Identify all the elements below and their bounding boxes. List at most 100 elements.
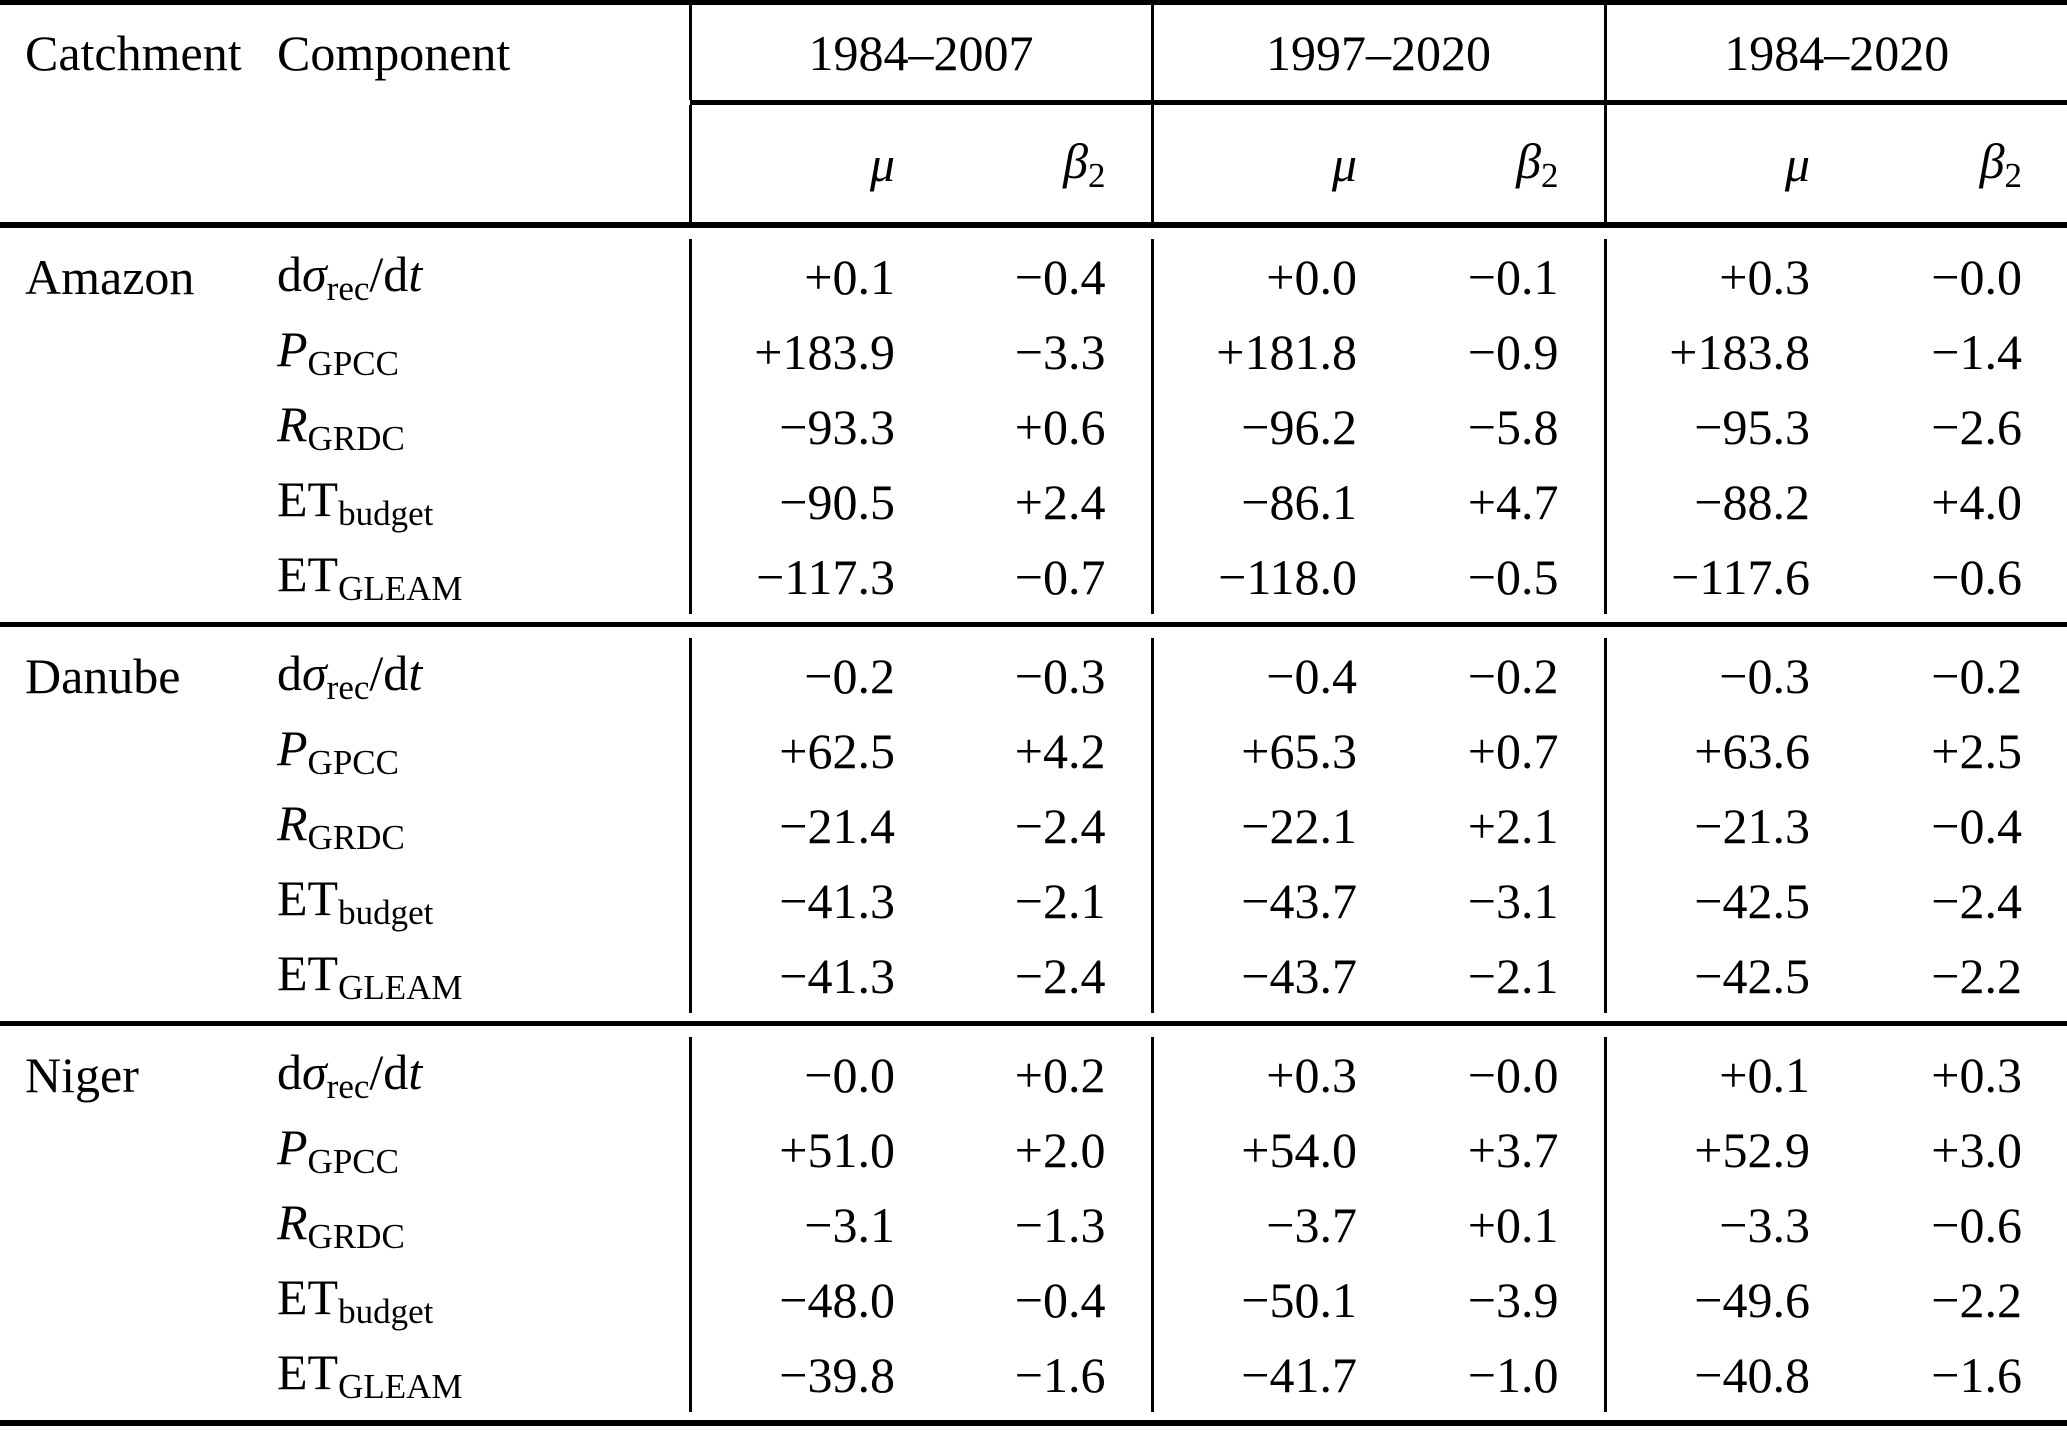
value-cell: +0.3 [1150, 1037, 1402, 1112]
data-row-danube-4: ETGLEAM −41.3 −2.4 −43.7 −2.1 −42.5 −2.2 [0, 938, 2067, 1013]
period-header-1984-2007: 1984–2007 [688, 5, 1152, 100]
value-cell: −1.0 [1467, 1346, 1559, 1403]
stat-header-row: μ β2 μ β2 μ β2 [0, 105, 2067, 222]
data-row-danube-2: RGRDC −21.4 −2.4 −22.1 +2.1 −21.3 −0.4 [0, 788, 2067, 863]
math-segment: t [408, 245, 423, 302]
mu-header-0: μ [688, 105, 940, 222]
component-label: RGRDC [277, 788, 690, 863]
math-segment: β [1063, 132, 1088, 189]
value-cell: −3.3 [1014, 323, 1106, 380]
value-cell: −96.2 [1150, 389, 1402, 464]
data-row-amazon-1: PGPCC +183.9 −3.3 +181.8 −0.9 +183.8 −1.4 [0, 314, 2067, 389]
math-segment: 2 [1541, 155, 1559, 195]
math-segment: R [277, 1193, 308, 1250]
section-rule [0, 1021, 2067, 1026]
value-cell: −2.4 [1014, 797, 1106, 854]
value-cell: −0.2 [1931, 647, 2022, 704]
math-segment: μ [1331, 135, 1357, 192]
value-cell: −0.2 [1467, 647, 1559, 704]
catchment-label-empty [0, 1112, 277, 1187]
math-segment: budget [338, 1291, 434, 1331]
value-cell: −21.4 [688, 788, 940, 863]
spacer-row [0, 627, 2067, 638]
value-cell: −1.3 [1014, 1196, 1106, 1253]
value-cell: +0.7 [1467, 722, 1559, 779]
top-rule [0, 0, 2067, 5]
value-cell: −5.8 [1467, 398, 1559, 455]
spacer-row [0, 1013, 2067, 1021]
mu-header-2: μ [1603, 105, 1855, 222]
catchment-label-empty [0, 389, 277, 464]
value-cell: −0.0 [1467, 1046, 1559, 1103]
beta2-header-2: β2 [1855, 105, 2067, 222]
value-cell: −0.5 [1467, 548, 1559, 605]
data-row-danube-1: PGPCC +62.5 +4.2 +65.3 +0.7 +63.6 +2.5 [0, 713, 2067, 788]
value-cell: +2.5 [1931, 722, 2022, 779]
math-segment: GPCC [307, 1141, 399, 1181]
value-cell: −2.6 [1931, 398, 2022, 455]
value-cell: −3.7 [1150, 1187, 1402, 1262]
catchment-label-empty [0, 1187, 277, 1262]
value-cell: +0.1 [1603, 1037, 1855, 1112]
section-rule [0, 622, 2067, 627]
value-cell: −0.0 [1931, 248, 2022, 305]
header-bottom-rule [0, 222, 2067, 228]
math-segment: t [408, 644, 423, 701]
catchment-label-empty [0, 314, 277, 389]
data-row-niger-1: PGPCC +51.0 +2.0 +54.0 +3.7 +52.9 +3.0 [0, 1112, 2067, 1187]
value-cell: −0.6 [1931, 1196, 2022, 1253]
math-segment: ET [277, 869, 339, 926]
value-cell: +0.1 [1467, 1196, 1559, 1253]
data-row-niger-3: ETbudget −48.0 −0.4 −50.1 −3.9 −49.6 −2.2 [0, 1262, 2067, 1337]
value-cell: −0.0 [688, 1037, 940, 1112]
component-label: RGRDC [277, 389, 690, 464]
value-cell: +181.8 [1150, 314, 1402, 389]
math-segment: 2 [1088, 155, 1106, 195]
math-segment: ET [277, 1268, 339, 1325]
value-cell: −0.4 [1931, 797, 2022, 854]
value-cell: −1.6 [1014, 1346, 1106, 1403]
math-segment: β [1516, 132, 1541, 189]
math-segment: GLEAM [338, 568, 463, 608]
value-cell: −117.3 [688, 539, 940, 614]
data-row-danube-3: ETbudget −41.3 −2.1 −43.7 −3.1 −42.5 −2.4 [0, 863, 2067, 938]
math-segment: GRDC [307, 817, 405, 857]
data-row-amazon-0: Amazon dσrec/dt +0.1 −0.4 +0.0 −0.1 +0.3 −0.0 [0, 239, 2067, 314]
value-cell: −95.3 [1603, 389, 1855, 464]
math-segment: rec [326, 268, 370, 308]
math-segment: R [277, 395, 308, 452]
period-header-1984-2020: 1984–2020 [1603, 5, 2067, 100]
value-cell: −41.3 [688, 938, 940, 1013]
catchment-label-empty [0, 788, 277, 863]
data-row-amazon-4: ETGLEAM −117.3 −0.7 −118.0 −0.5 −117.6 −0.6 [0, 539, 2067, 614]
math-segment: μ [1784, 135, 1810, 192]
component-label: dσrec/dt [277, 1037, 690, 1112]
value-cell: +0.0 [1150, 239, 1402, 314]
value-cell: +3.0 [1931, 1121, 2022, 1178]
math-segment: GLEAM [338, 967, 463, 1007]
value-cell: +2.1 [1467, 797, 1559, 854]
value-cell: −2.1 [1014, 872, 1106, 929]
math-segment: ET [277, 944, 339, 1001]
value-cell: −2.2 [1931, 1271, 2022, 1328]
value-cell: −0.4 [1014, 1271, 1106, 1328]
catchment-label-empty [0, 863, 277, 938]
value-cell: −0.4 [1014, 248, 1106, 305]
value-cell: −50.1 [1150, 1262, 1402, 1337]
component-label: dσrec/dt [277, 239, 690, 314]
math-segment: ET [277, 545, 339, 602]
header-row: Catchment Component 1984–2007 1997–2020 … [0, 5, 2067, 100]
math-segment: GLEAM [338, 1366, 463, 1406]
value-cell: −43.7 [1150, 938, 1402, 1013]
math-segment: /d [369, 644, 409, 701]
value-cell: −22.1 [1150, 788, 1402, 863]
value-cell: −3.1 [688, 1187, 940, 1262]
catchment-column-header: Catchment [25, 24, 242, 81]
data-row-niger-4: ETGLEAM −39.8 −1.6 −41.7 −1.0 −40.8 −1.6 [0, 1337, 2067, 1412]
spacer-row [0, 228, 2067, 239]
value-cell: −3.9 [1467, 1271, 1559, 1328]
value-cell: −0.6 [1931, 548, 2022, 605]
math-segment: budget [338, 493, 434, 533]
math-segment: GPCC [307, 742, 399, 782]
